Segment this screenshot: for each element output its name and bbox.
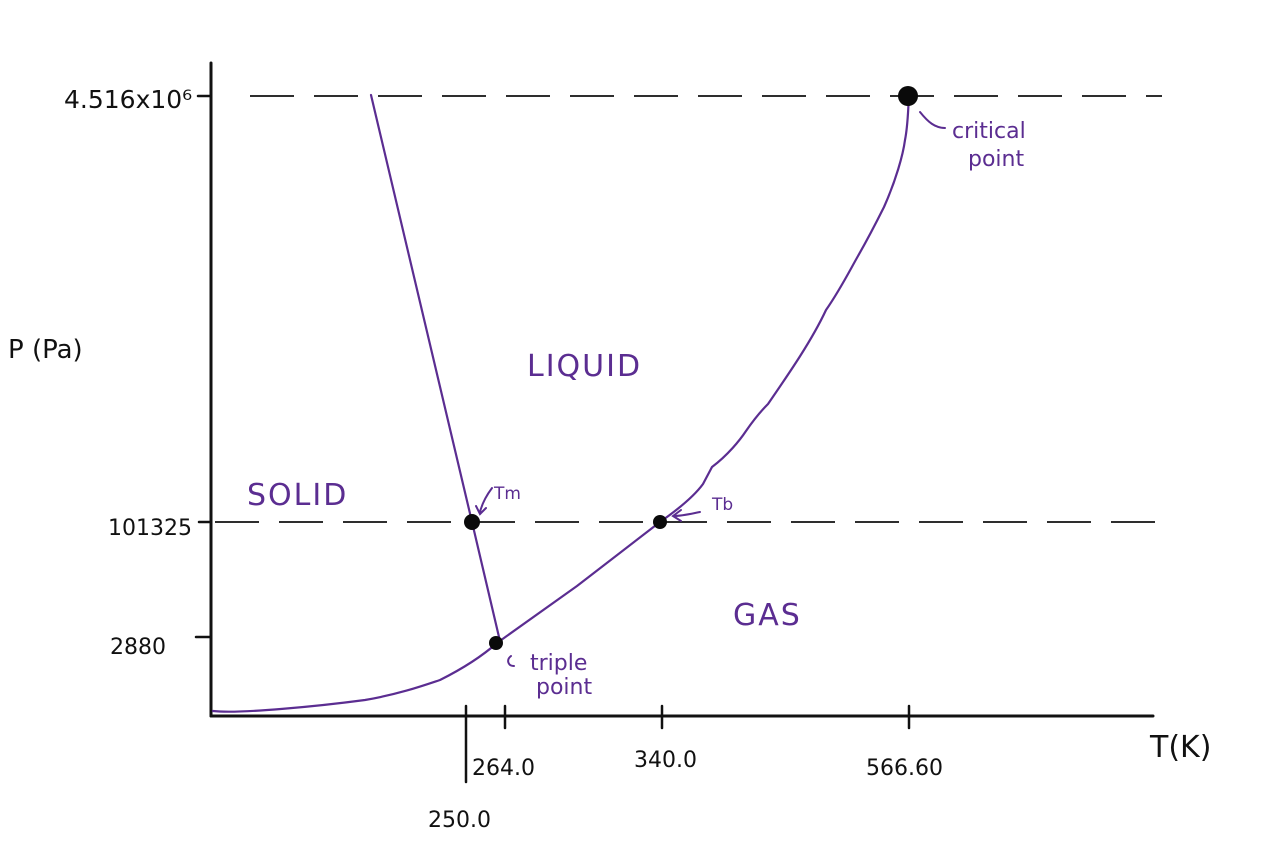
x-tick-label-340: 340.0 <box>634 748 697 773</box>
triple-point-marker <box>489 636 503 650</box>
x-tick-label-250: 250.0 <box>428 808 491 833</box>
fusion-curve <box>369 93 501 639</box>
critical-point-label-line1: critical <box>952 119 1026 144</box>
critical-point-marker <box>898 86 918 106</box>
boiling-point-marker <box>653 515 667 529</box>
tm-label: Tm <box>493 484 521 504</box>
y-axis-label: P (Pa) <box>8 335 83 365</box>
triple-point-label-line2: point <box>536 675 592 700</box>
triple-point-label-line1: triple <box>530 651 587 676</box>
tm-leader-arrow <box>475 487 493 516</box>
region-label-liquid: LIQUID <box>527 349 642 384</box>
region-label-solid: SOLID <box>247 478 348 513</box>
critical-point-leader <box>919 111 946 129</box>
tb-leader-arrow <box>671 509 701 522</box>
melting-point-marker <box>464 514 480 530</box>
y-tick-label-atm: 101325 <box>108 516 192 541</box>
triple-point-leader <box>507 655 515 667</box>
y-tick-label-triple: 2880 <box>110 635 166 660</box>
region-label-gas: GAS <box>733 598 802 633</box>
x-tick-label-264: 264.0 <box>472 756 535 781</box>
x-axis-label: T(K) <box>1149 730 1211 765</box>
y-tick-label-critical: 4.516x10⁶ <box>64 85 192 114</box>
vapor-pressure-curve <box>211 94 911 713</box>
x-tick-label-566: 566.60 <box>866 756 943 781</box>
tb-label: Tb <box>711 495 733 515</box>
critical-point-label-line2: point <box>968 147 1024 172</box>
